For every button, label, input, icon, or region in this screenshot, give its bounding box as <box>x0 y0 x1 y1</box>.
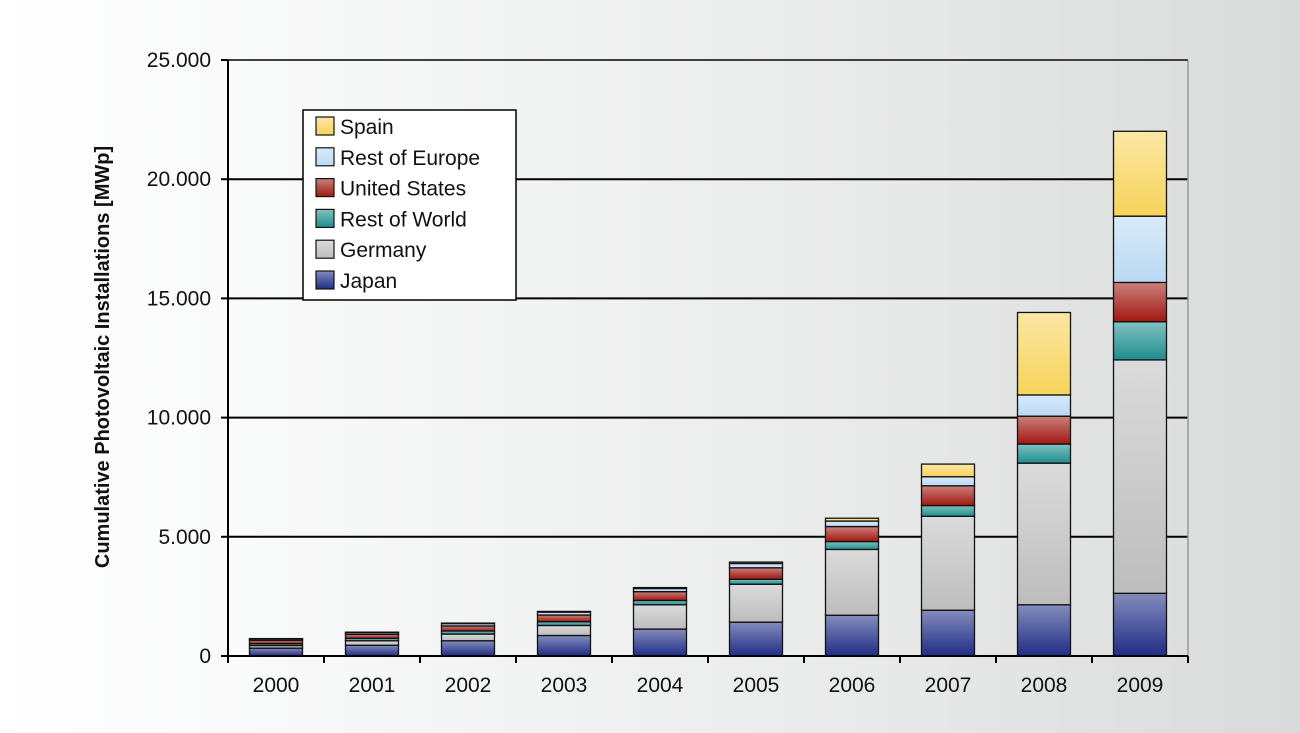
x-tick-label: 2003 <box>541 674 588 697</box>
x-tick-label: 2004 <box>637 674 684 697</box>
legend-label: Rest of World <box>340 208 467 231</box>
legend-label: United States <box>340 178 466 201</box>
y-tick-label: 10.000 <box>147 407 211 430</box>
legend-label: Germany <box>340 239 427 262</box>
bar-2007-spain <box>920 463 976 478</box>
bar-2006-spain <box>824 517 880 522</box>
y-tick-label: 15.000 <box>147 287 211 310</box>
legend-swatch-rest-of-europe <box>315 147 335 167</box>
y-tick-label: 0 <box>199 645 211 668</box>
y-tick-label: 20.000 <box>147 168 211 191</box>
bar-2005-germany <box>728 583 784 623</box>
bar-2003-japan <box>536 634 592 657</box>
x-tick-label: 2009 <box>1117 674 1164 697</box>
bar-2006-rest-of-europe <box>824 520 880 528</box>
legend-label: Spain <box>340 116 394 139</box>
x-tick-label: 2008 <box>1021 674 1068 697</box>
bar-2006-rest-of-world <box>824 540 880 551</box>
bar-2004-united-states <box>632 590 688 602</box>
y-axis-label: Cumulative Photovoltaic Installations [M… <box>92 146 114 568</box>
bar-2008-germany <box>1016 462 1072 606</box>
bar-2009-united-states <box>1112 281 1168 323</box>
bar-2002-germany <box>440 633 496 642</box>
bar-2007-germany <box>920 515 976 611</box>
x-tick-label: 2005 <box>733 674 780 697</box>
legend-swatch-japan <box>315 270 335 290</box>
bar-2008-rest-of-europe <box>1016 394 1072 417</box>
legend-label: Rest of Europe <box>340 147 480 170</box>
x-tick-label: 2007 <box>925 674 972 697</box>
bar-2006-germany <box>824 548 880 616</box>
bar-2003-spain <box>536 610 592 613</box>
bar-2009-rest-of-europe <box>1112 215 1168 284</box>
bar-2003-united-states <box>536 614 592 623</box>
bar-2008-spain <box>1016 311 1072 396</box>
bar-2007-rest-of-europe <box>920 476 976 487</box>
bar-2004-japan <box>632 628 688 657</box>
y-tick-label: 25.000 <box>147 49 211 72</box>
x-tick-label: 2006 <box>829 674 876 697</box>
bar-2009-spain <box>1112 130 1168 217</box>
bar-2008-united-states <box>1016 415 1072 445</box>
bar-2000-japan <box>248 647 304 657</box>
legend-swatch-spain <box>315 116 335 136</box>
legend-label: Japan <box>340 270 397 293</box>
bar-2001-germany <box>344 640 400 646</box>
x-tick-label: 2000 <box>253 674 300 697</box>
bar-2009-germany <box>1112 359 1168 594</box>
x-tick-label: 2001 <box>349 674 396 697</box>
bar-2004-germany <box>632 604 688 630</box>
bar-2003-germany <box>536 624 592 637</box>
bar-2004-spain <box>632 586 688 590</box>
bar-2007-united-states <box>920 485 976 507</box>
bar-2005-united-states <box>728 567 784 580</box>
bar-2002-spain <box>440 622 496 625</box>
bar-2005-rest-of-world <box>728 578 784 585</box>
bar-2006-united-states <box>824 525 880 543</box>
legend-box <box>302 109 517 301</box>
bar-2001-spain <box>344 631 400 634</box>
x-tick-label: 2002 <box>445 674 492 697</box>
bar-2000-spain <box>248 637 304 640</box>
legend: Spain Rest of Europe United States Rest of … <box>302 109 517 301</box>
bar-2006-japan <box>824 614 880 657</box>
y-tick-label: 5.000 <box>158 526 211 549</box>
bar-2008-rest-of-world <box>1016 443 1072 464</box>
bar-2002-united-states <box>440 625 496 632</box>
legend-swatch-united-states <box>315 178 335 198</box>
bar-2005-japan <box>728 621 784 657</box>
bar-2009-rest-of-world <box>1112 321 1168 361</box>
legend-swatch-rest-of-world <box>315 208 335 228</box>
axes: 2000 2001 2002 2003 2004 2005 2006 2007 2008 2009 <box>221 59 1189 697</box>
bar-2009-japan <box>1112 592 1168 657</box>
bars <box>248 130 1168 657</box>
legend-swatch-germany <box>315 239 335 259</box>
bar-2008-japan <box>1016 604 1072 657</box>
bar-2002-japan <box>440 640 496 657</box>
bar-2005-spain <box>728 561 784 565</box>
bar-2007-japan <box>920 609 976 657</box>
bar-2001-japan <box>344 644 400 657</box>
bar-2007-rest-of-world <box>920 504 976 517</box>
